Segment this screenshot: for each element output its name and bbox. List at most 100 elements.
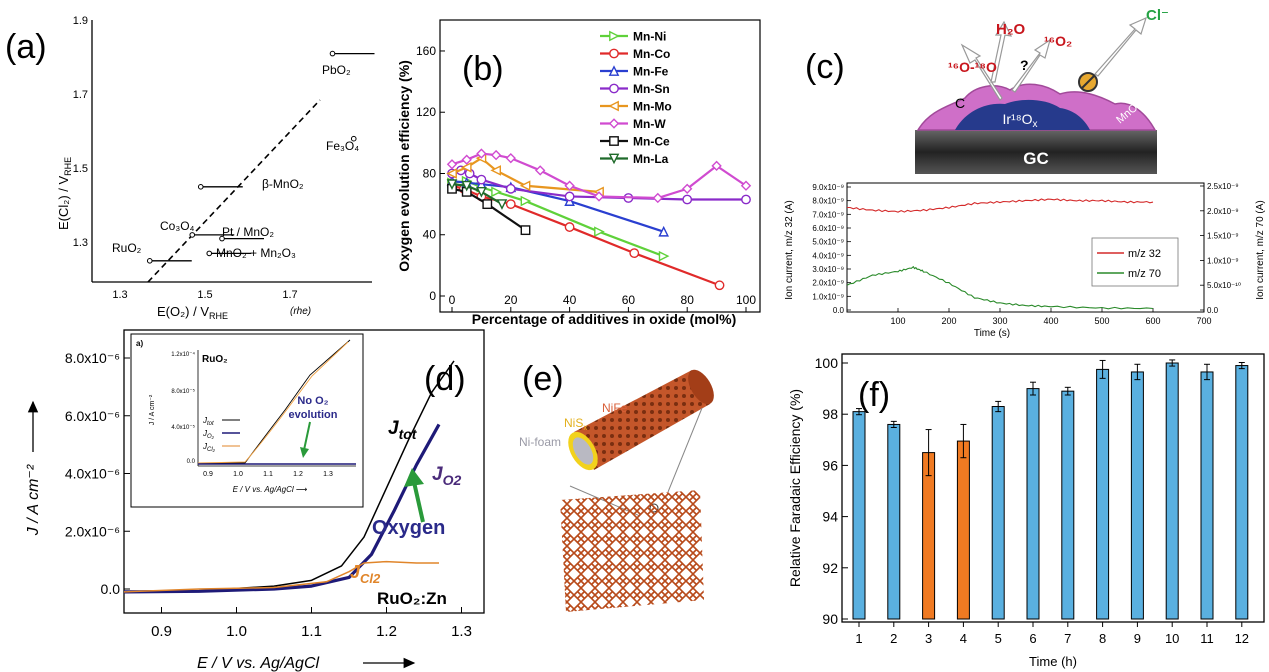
panel-b-series-line: [451, 187, 527, 232]
panel-a-letter: (a): [5, 28, 47, 66]
cl-label: Cl⁻: [1146, 7, 1169, 24]
panel-f-x-tick-label: 12: [1235, 631, 1249, 646]
inset-x-tick: 1.0: [233, 471, 243, 478]
panel-f-x-tick-label: 10: [1165, 631, 1179, 646]
panel-c-y-tick-label-right: 0.0: [1207, 306, 1219, 315]
panel-b-x-tick-label: 100: [736, 293, 756, 307]
panel-f-y-tick-label: 100: [815, 355, 839, 371]
panel-b-point: [740, 180, 752, 191]
inset-y-ticks: 0.0 4.0x10⁻⁵ 8.0x10⁻⁵ 1.2x10⁻⁴: [171, 351, 195, 465]
panel-b-x-label: Percentage of additives in oxide (mol%): [472, 311, 737, 327]
panel-f-x-tick-label: 3: [925, 631, 932, 646]
label-oxygen: Oxygen: [372, 517, 445, 539]
panel-c-y-label-right: Ion current, m/z 70 (A): [1255, 200, 1266, 299]
panel-b-legend-label: Mn-La: [633, 152, 669, 166]
panel-b-y-tick-label: 40: [423, 228, 437, 242]
inset-y-tick: 4.0x10⁻⁵: [171, 424, 195, 431]
panel-b-point: [476, 148, 487, 159]
panel-d-series-line: [123, 560, 439, 593]
panel-f-y-label: Relative Faradaic Efficiency (%): [787, 389, 803, 587]
panel-f-y-tick-label: 90: [822, 611, 838, 627]
panel-c-legend-box: [1091, 237, 1179, 287]
panel-f-bar: [956, 440, 970, 620]
panel-b-y-tick-label: 160: [416, 44, 436, 58]
panel-f-bars: 1 2 3 4 5 6 7 8 9 10 11 12: [852, 359, 1249, 646]
panel-d-x-tick-label: 1.1: [301, 623, 322, 640]
panel-f-axes: 90 92 94 96 98 100: [815, 355, 848, 627]
panel-c-series: [846, 198, 1154, 310]
panel-c-y-tick-label-right: 2.0x10⁻⁹: [1207, 207, 1239, 216]
panel-f-y-tick-label: 96: [822, 457, 838, 473]
panel-d-x-tick-label: 0.9: [151, 623, 172, 640]
label-nis: NiSx: [564, 416, 587, 432]
legend-label-mz32: m/z 32: [1128, 248, 1161, 260]
tube-cross-section-foam: [572, 437, 594, 465]
inset-x-label: E / V vs. Ag/AgCl ⟶: [233, 485, 308, 494]
panel-d-axes: 0.9 1.0 1.1 1.2 1.3 0.0 2.0x10⁻⁶ 4.0x10⁻⁶ 6.0x10…: [65, 350, 472, 640]
panel-b-point: [519, 180, 531, 192]
panel-c: (c) GC Ir¹⁸Ox MnO ¹⁶O-¹⁸O H₂O ¹⁶O₂ ? Cl⁻…: [784, 7, 1266, 339]
panel-a-point-labels: PbO₂ Fe₃O₄ β-MnO₂ Co₃O₄ Pt / MnO₂ RuO₂ M…: [112, 63, 359, 260]
label-jtot: Jtot: [388, 418, 418, 442]
panel-b-point: [711, 160, 722, 172]
oxygen-arrow: [412, 481, 425, 523]
panel-b-point: [608, 100, 619, 112]
panel-d-inset: a) RuO₂ 0.9 1.0 1.1 1.2 1.3 0.0 4.0x10⁻⁵…: [130, 333, 364, 508]
panel-b-point: [608, 118, 620, 129]
panel-f-bar: [1061, 390, 1075, 620]
panel-f-bar: [922, 452, 936, 620]
panel-b-y-tick-label: 0: [429, 289, 436, 303]
panel-d-x-tick-label: 1.2: [376, 623, 397, 640]
legend-label-mz70: m/z 70: [1128, 268, 1161, 280]
panel-a-point: [146, 258, 153, 264]
panel-a-label-co3o4: Co₃O₄: [160, 219, 195, 233]
inset-x-tick: 1.1: [263, 471, 273, 478]
panel-d-y-tick-label: 4.0x10⁻⁶: [65, 466, 120, 482]
panel-b-point: [594, 226, 605, 238]
panel-f-bar: [1165, 362, 1179, 620]
inset-y-tick: 8.0x10⁻⁵: [171, 388, 195, 395]
inset-sample: RuO₂: [202, 354, 228, 365]
panel-b-point: [608, 153, 620, 165]
panel-c-y-tick-label-left: 1.0x10⁻⁹: [812, 292, 844, 301]
panel-b-point: [446, 168, 457, 179]
panel-b-point: [564, 222, 575, 232]
panel-b-y-tick-label: 80: [423, 166, 437, 180]
panel-a-y-label: E(Cl₂) / VRHE: [56, 157, 73, 230]
panel-b-point: [496, 199, 508, 210]
panel-d-y-tick-label: 0.0: [101, 581, 121, 597]
panel-b-point: [461, 154, 472, 165]
panel-c-x-label: Time (s): [974, 328, 1010, 339]
panel-b-point: [593, 191, 605, 202]
label-jcl2: JCl2: [350, 562, 381, 586]
panel-c-letter: (c): [805, 48, 845, 86]
panel-f-bar: [1200, 371, 1214, 620]
inset-curve-jtot: [198, 339, 351, 464]
panel-f-y-tick-label: 98: [822, 406, 838, 422]
panel-d-y-tick-label: 8.0x10⁻⁶: [65, 350, 120, 366]
panel-b-legend-label: Mn-Ni: [633, 30, 666, 44]
panel-d-y-label: J / A cm⁻²: [25, 464, 42, 536]
label-jo2: JO2: [432, 464, 461, 488]
inset-y-tick: 0.0: [187, 459, 196, 465]
panel-b-legend: Mn-Ni Mn-Co Mn-Fe Mn-Sn Mn-Mo Mn-W Mn-Ce Mn-La: [600, 30, 672, 166]
inset-legend: Jtot JO₂ JCl₂: [202, 416, 240, 453]
inset-curve-jcl2: [197, 341, 349, 464]
panel-d-x-label: E / V vs. Ag/AgCl: [197, 655, 320, 672]
panel-b-point: [609, 136, 619, 146]
panel-b-point: [520, 225, 531, 236]
panel-d-letter: (d): [424, 360, 466, 398]
inset-note-line1: No O₂: [297, 395, 328, 407]
panel-f-bar: [852, 411, 866, 620]
panel-f-bar: [1096, 368, 1110, 620]
inset-note-arrowhead: [300, 447, 309, 458]
h2o-label: H₂O: [996, 21, 1025, 38]
panel-f-x-tick-label: 6: [1029, 631, 1036, 646]
panel-c-series-line: [846, 198, 1154, 213]
panel-a-y-tick-label: 1.9: [73, 15, 88, 27]
c-label: C: [955, 95, 965, 111]
panel-c-x-tick-label: 600: [1145, 316, 1160, 326]
panel-a-label-pbo2: PbO₂: [322, 63, 351, 77]
panel-f-x-tick-label: 1: [855, 631, 862, 646]
